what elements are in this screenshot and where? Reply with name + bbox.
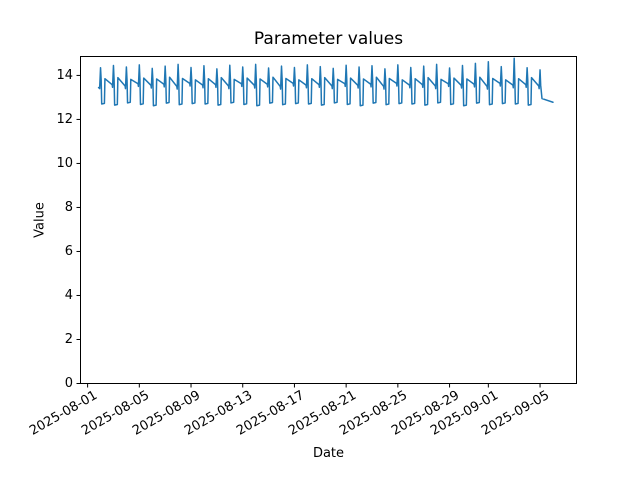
plot-frame: [80, 56, 577, 384]
y-tick-label: 2: [64, 331, 73, 347]
chart-title: Parameter values: [253, 29, 404, 49]
y-tick-label: 12: [56, 111, 73, 127]
y-tick-label: 6: [64, 243, 73, 259]
y-axis-label: Value: [32, 202, 48, 238]
data-line: [97, 57, 554, 107]
y-tick-label: 10: [56, 155, 73, 171]
y-tick-label: 0: [64, 376, 73, 391]
y-tick-label: 8: [64, 199, 73, 215]
y-tick-label: 14: [56, 67, 73, 83]
x-axis-label: Date: [312, 446, 345, 461]
y-tick-label: 4: [64, 287, 73, 303]
